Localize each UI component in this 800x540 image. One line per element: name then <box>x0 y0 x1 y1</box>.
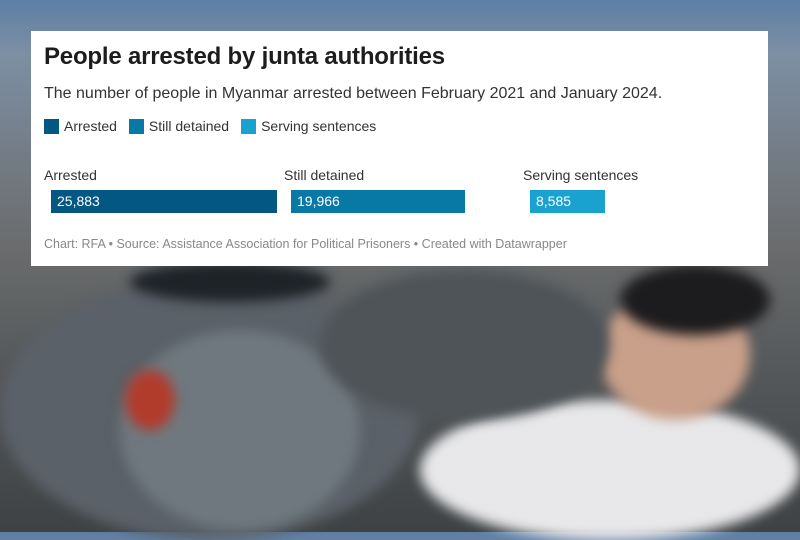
category-label: Still detained <box>284 167 365 183</box>
bar-group: Serving sentences 8,585 <box>523 167 763 213</box>
category-label: Serving sentences <box>523 167 639 183</box>
legend-label: Still detained <box>148 118 230 134</box>
legend-item: Arrested <box>44 118 117 134</box>
legend-swatch <box>128 118 144 134</box>
chart-subtitle: The number of people in Myanmar arrested… <box>44 85 663 102</box>
bar-group: Still detained 19,966 <box>284 167 524 213</box>
category-label: Arrested <box>44 167 97 183</box>
value-label: 8,585 <box>536 193 572 209</box>
bar: 25,883 <box>51 190 277 213</box>
legend: Arrested Still detained Serving sentence… <box>44 118 376 134</box>
value-label: 19,966 <box>297 193 340 209</box>
legend-item: Still detained <box>128 118 230 134</box>
chart-card: People arrested by junta authorities The… <box>31 31 768 266</box>
bar-group: Arrested 25,883 <box>44 167 284 213</box>
chart-title: People arrested by junta authorities <box>44 43 445 70</box>
legend-label: Arrested <box>64 118 117 134</box>
value-label: 25,883 <box>57 193 100 209</box>
legend-item: Serving sentences <box>241 118 376 134</box>
legend-label: Serving sentences <box>261 118 377 134</box>
legend-swatch <box>44 118 59 134</box>
bar: 19,966 <box>291 190 466 213</box>
legend-swatch <box>241 118 257 134</box>
bar: 8,585 <box>530 190 605 213</box>
chart-footer: Chart: RFA • Source: Assistance Associat… <box>44 237 567 251</box>
